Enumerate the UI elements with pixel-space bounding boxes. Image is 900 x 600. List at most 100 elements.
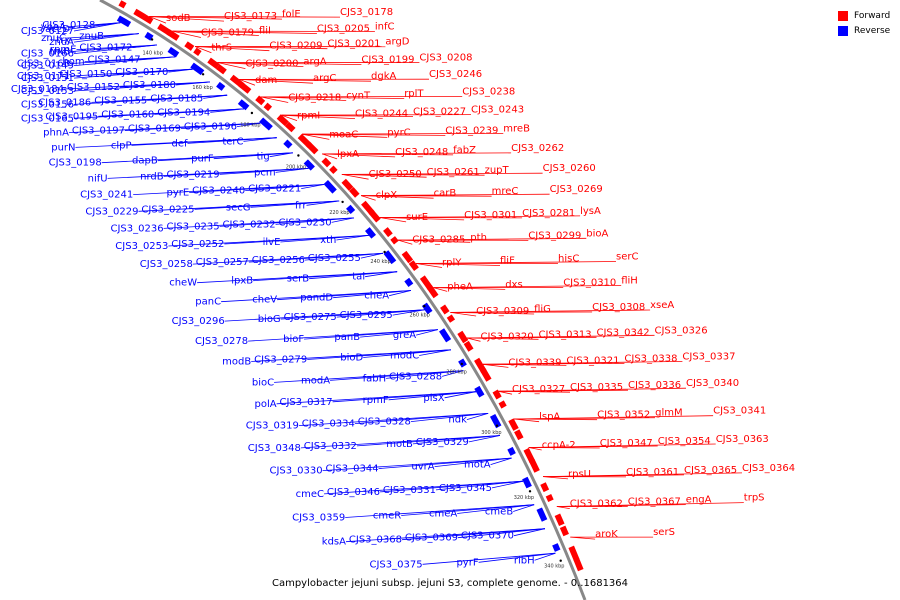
forward-leader-flii: [172, 30, 259, 36]
backbone-ring: [99, 0, 587, 600]
genome-caption: Campylobacter jejuni subsp. jejuni S3, c…: [271, 578, 629, 589]
forward-gene-label-dam: dam: [255, 75, 277, 86]
tick-mark-260-kbp: [423, 304, 426, 308]
reverse-feature-block-64: [536, 507, 548, 522]
reverse-gene-label-pandd: pandD: [300, 293, 333, 304]
reverse-gene-label-lpxb: lpxB: [231, 276, 253, 287]
reverse-gene-label-cjs3-0236: CJS3_0236: [111, 223, 164, 234]
reverse-gene-label-cjs3-0328: CJS3_0328: [358, 417, 411, 428]
reverse-gene-label-nrdb: nrdB: [140, 171, 164, 182]
reverse-gene-label-cjs3-0279: CJS3_0279: [254, 355, 307, 366]
reverse-leader-trx: [69, 33, 139, 41]
reverse-gene-label-grea: greA: [393, 330, 416, 341]
reverse-gene-label-cjs3-0160: CJS3_0160: [101, 109, 154, 120]
forward-gene-label-mreb: mreB: [503, 123, 530, 134]
forward-feature-block-53: [492, 389, 502, 400]
reverse-gene-label-cjs3-0168: CJS3_0168: [17, 59, 70, 70]
reverse-leader-tal: [365, 271, 398, 278]
forward-leader-cjs3-0179: [172, 30, 201, 38]
forward-gene-label-cjs3-0250: CJS3_0250: [369, 169, 422, 180]
forward-leader-cjs3-0326: [466, 334, 655, 339]
reverse-gene-label-cjs3-0253: CJS3_0253: [115, 241, 168, 252]
reverse-gene-label-biog: bioG: [258, 314, 281, 325]
tick-mark-220-kbp: [341, 200, 344, 204]
forward-gene-label-cynt: cynT: [346, 91, 371, 102]
forward-gene-label-lpxa: lpxA: [337, 149, 359, 160]
reverse-gene-label-cjs3-0252: CJS3_0252: [171, 239, 224, 250]
reverse-leader-pyrf: [478, 552, 556, 563]
forward-leader-cjs3-0260: [341, 172, 543, 175]
reverse-leader-cjs3-0165: [73, 108, 244, 119]
forward-leader-ccpa-2: [528, 447, 542, 451]
reverse-leader-cjs3-0149: [73, 56, 176, 66]
reverse-leader-chew: [197, 271, 398, 284]
tick-mark-160-kbp: [201, 73, 205, 76]
reverse-gene-label-rpme: rpmE: [50, 45, 77, 56]
forward-leader-pyrc: [302, 133, 388, 138]
reverse-gene-label-serb: serB: [287, 274, 309, 285]
legend-reverse-label: Reverse: [854, 25, 891, 36]
forward-leader-rply: [415, 263, 443, 268]
forward-feature-block-0: [118, 0, 127, 9]
reverse-leader-plsx: [444, 391, 476, 399]
reverse-gene-label-xth: xth: [320, 235, 336, 246]
reverse-leader-cjs3-0127: [73, 22, 121, 32]
reverse-gene-label-purf: purF: [191, 154, 214, 165]
forward-gene-label-cjs3-0367: CJS3_0367: [628, 497, 681, 508]
forward-feature-block-39: [408, 260, 419, 272]
forward-gene-label-cjs3-0320: CJS3_0320: [481, 331, 534, 342]
reverse-gene-label-terc: terC: [222, 136, 243, 147]
forward-gene-label-cjs3-0313: CJS3_0313: [539, 329, 592, 340]
reverse-leader-cjs3-0151: [73, 68, 193, 79]
forward-leader-flih: [433, 285, 622, 288]
forward-gene-label-thrs: thrS: [211, 43, 232, 54]
reverse-gene-label-cjs3-0331: CJS3_0331: [383, 485, 436, 496]
reverse-feature-block-19: [259, 117, 273, 131]
reverse-leader-cmeb: [513, 504, 535, 512]
forward-gene-label-cjs3-0338: CJS3_0338: [624, 353, 677, 364]
tick-label-320-kbp: 320 kbp: [514, 495, 534, 501]
forward-gene-label-cjs3-0246: CJS3_0246: [429, 69, 482, 80]
forward-feature-block-36: [390, 236, 399, 245]
forward-leader-cynt: [260, 96, 347, 101]
reverse-gene-label-pyrf: pyrF: [456, 557, 478, 568]
forward-gene-label-cjs3-0281: CJS3_0281: [522, 208, 575, 219]
reverse-feature-block-34: [365, 227, 376, 239]
forward-feature-block-18: [263, 102, 273, 112]
reverse-gene-label-trx: trx: [56, 35, 70, 46]
forward-leader-cjs3-0364: [542, 472, 743, 477]
reverse-gene-label-fabh: fabH: [363, 373, 387, 384]
reverse-leader-cjs3-0156: [73, 94, 228, 105]
reverse-gene-label-cjs3-0295: CJS3_0295: [340, 310, 393, 321]
forward-gene-label-cjs3-0179: CJS3_0179: [201, 28, 254, 39]
reverse-gene-label-biof: bioF: [283, 334, 304, 345]
reverse-gene-label-accd: accD: [45, 24, 70, 35]
forward-gene-label-cjs3-0341: CJS3_0341: [713, 406, 766, 417]
reverse-feature-block-10: [190, 62, 205, 76]
forward-leader-cjs3-0340: [498, 387, 687, 392]
forward-feature-block-8: [184, 41, 195, 51]
reverse-leader-ndk: [466, 413, 489, 420]
reverse-leader-cjs3-0198: [101, 152, 293, 164]
reverse-leader-cjs3-0295: [392, 309, 425, 316]
forward-leader-cjs3-0285: [397, 239, 413, 245]
reverse-feature-block-31: [346, 204, 356, 215]
reverse-leader-accd: [69, 22, 121, 30]
reverse-leader-grea: [416, 329, 438, 336]
forward-feature-block-47: [457, 330, 469, 344]
tick-label-260-kbp: 260 kbp: [410, 312, 430, 318]
forward-gene-label-sers: serS: [653, 527, 675, 538]
reverse-gene-label-cjs3-0180: CJS3_0180: [123, 80, 176, 91]
reverse-feature-block-4: [144, 31, 154, 41]
reverse-gene-label-motb: motB: [386, 439, 413, 450]
reverse-leader-cjs3-0288: [441, 370, 464, 377]
forward-gene-label-cjs3-0199: CJS3_0199: [361, 55, 414, 66]
forward-gene-label-dxs: dxs: [505, 279, 522, 290]
tick-mark-320-kbp: [528, 490, 532, 493]
tick-label-240-kbp: 240 kbp: [370, 259, 390, 265]
forward-gene-label-phea: pheA: [447, 281, 473, 292]
reverse-leader-cjs3-0153: [73, 81, 211, 92]
forward-feature-block-12: [216, 64, 227, 75]
forward-gene-label-serc: serC: [616, 252, 638, 263]
forward-leader-cjs3-0327: [498, 390, 513, 395]
